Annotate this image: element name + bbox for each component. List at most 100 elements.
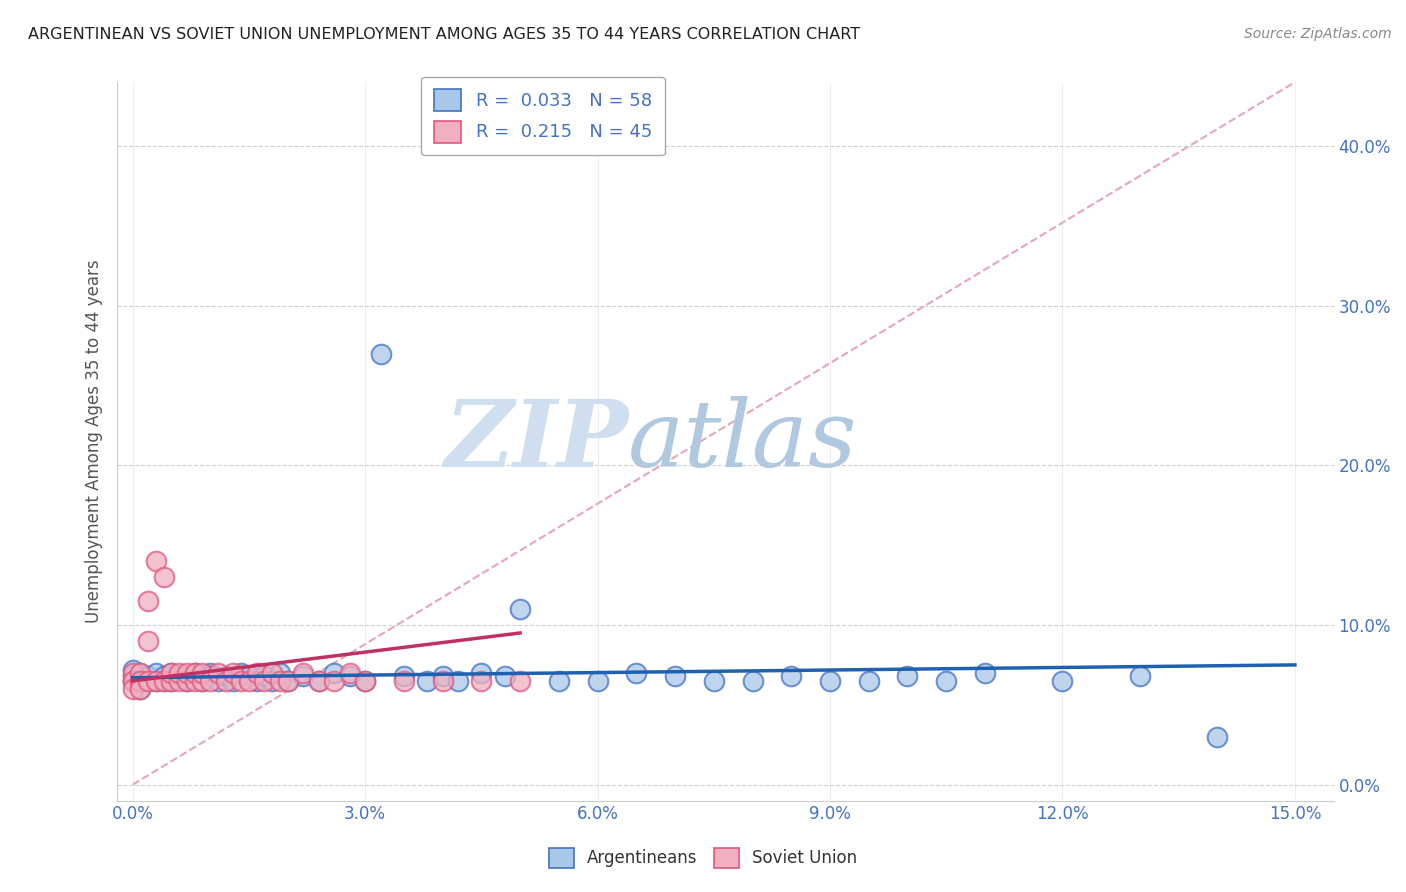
Legend: R =  0.033   N = 58, R =  0.215   N = 45: R = 0.033 N = 58, R = 0.215 N = 45 [422, 77, 665, 155]
Point [129, 673, 152, 688]
Point [176, 673, 198, 688]
Point [167, 669, 190, 683]
Point [269, 665, 291, 680]
Point [896, 669, 918, 683]
Point [1206, 730, 1229, 744]
Point [183, 665, 205, 680]
Point [121, 673, 143, 688]
Point [198, 669, 221, 683]
Point [136, 594, 159, 608]
Point [586, 673, 609, 688]
Point [152, 673, 174, 688]
Point [238, 673, 260, 688]
Point [339, 669, 361, 683]
Point [416, 673, 439, 688]
Point [664, 669, 686, 683]
Point [246, 673, 269, 688]
Point [339, 665, 361, 680]
Point [308, 673, 330, 688]
Point [253, 669, 276, 683]
Point [262, 673, 284, 688]
Point [432, 673, 454, 688]
Point [121, 681, 143, 696]
Point [935, 673, 957, 688]
Point [246, 665, 269, 680]
Point [269, 673, 291, 688]
Point [145, 665, 167, 680]
Point [277, 673, 299, 688]
Point [121, 669, 143, 683]
Point [214, 669, 236, 683]
Point [160, 673, 183, 688]
Point [780, 669, 803, 683]
Text: ARGENTINEAN VS SOVIET UNION UNEMPLOYMENT AMONG AGES 35 TO 44 YEARS CORRELATION C: ARGENTINEAN VS SOVIET UNION UNEMPLOYMENT… [28, 27, 860, 42]
Point [292, 669, 315, 683]
Point [392, 669, 415, 683]
Point [136, 669, 159, 683]
Point [509, 602, 531, 616]
Point [323, 673, 346, 688]
Point [183, 673, 205, 688]
Point [818, 673, 841, 688]
Point [160, 673, 183, 688]
Point [121, 673, 143, 688]
Point [152, 669, 174, 683]
Point [231, 673, 253, 688]
Point [191, 673, 214, 688]
Y-axis label: Unemployment Among Ages 35 to 44 years: Unemployment Among Ages 35 to 44 years [86, 260, 103, 624]
Point [191, 673, 214, 688]
Point [509, 673, 531, 688]
Point [253, 673, 276, 688]
Point [238, 669, 260, 683]
Point [974, 665, 997, 680]
Point [198, 673, 221, 688]
Point [176, 665, 198, 680]
Point [222, 673, 245, 688]
Point [447, 673, 470, 688]
Point [354, 673, 377, 688]
Point [207, 673, 229, 688]
Text: Source: ZipAtlas.com: Source: ZipAtlas.com [1244, 27, 1392, 41]
Text: ZIP: ZIP [444, 396, 628, 486]
Point [176, 673, 198, 688]
Point [470, 665, 492, 680]
Point [160, 665, 183, 680]
Point [494, 669, 516, 683]
Point [323, 665, 346, 680]
Point [1129, 669, 1152, 683]
Point [207, 665, 229, 680]
Point [547, 673, 569, 688]
Point [167, 673, 190, 688]
Point [152, 673, 174, 688]
Point [167, 665, 190, 680]
Point [129, 681, 152, 696]
Point [392, 673, 415, 688]
Point [198, 665, 221, 680]
Point [191, 665, 214, 680]
Point [262, 665, 284, 680]
Point [129, 673, 152, 688]
Point [292, 665, 315, 680]
Point [145, 673, 167, 688]
Point [129, 681, 152, 696]
Point [703, 673, 725, 688]
Point [136, 673, 159, 688]
Point [121, 663, 143, 677]
Point [145, 554, 167, 568]
Point [277, 673, 299, 688]
Point [129, 665, 152, 680]
Point [470, 673, 492, 688]
Point [741, 673, 763, 688]
Point [308, 673, 330, 688]
Point [129, 673, 152, 688]
Point [152, 570, 174, 584]
Point [432, 669, 454, 683]
Point [183, 665, 205, 680]
Point [136, 673, 159, 688]
Point [858, 673, 880, 688]
Point [354, 673, 377, 688]
Point [1052, 673, 1074, 688]
Point [121, 665, 143, 680]
Point [136, 634, 159, 648]
Point [121, 673, 143, 688]
